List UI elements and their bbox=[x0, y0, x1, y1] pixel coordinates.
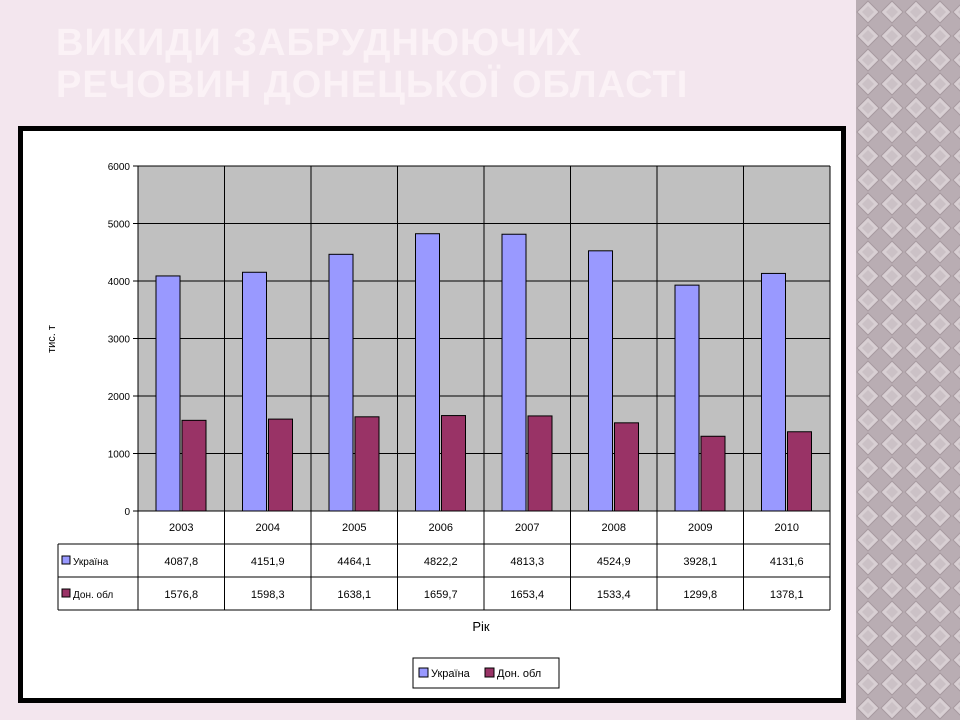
x-tick-label: 2005 bbox=[342, 522, 366, 534]
bar-ukraine-2006 bbox=[415, 233, 440, 512]
y-tick-label: 2000 bbox=[108, 392, 131, 403]
table-series-name: Дон. обл bbox=[73, 589, 113, 601]
y-tick-label: 3000 bbox=[108, 335, 131, 346]
data-label: 4151,9 bbox=[251, 556, 285, 568]
bar-donetsk-2007 bbox=[527, 415, 553, 512]
data-label: 4813,3 bbox=[510, 556, 544, 568]
x-tick-label: 2003 bbox=[169, 522, 193, 534]
y-axis-label: тис. т bbox=[46, 325, 58, 353]
legend-label: Дон. обл bbox=[497, 668, 541, 680]
data-label: 1653,4 bbox=[510, 589, 544, 601]
bar-donetsk-2010 bbox=[787, 431, 812, 512]
table-series-name: Україна bbox=[73, 557, 109, 568]
x-tick-label: 2009 bbox=[688, 522, 712, 534]
bar-ukraine-2004 bbox=[242, 271, 267, 512]
x-axis-label: Рік bbox=[472, 619, 490, 634]
x-tick-label: 2007 bbox=[515, 522, 539, 534]
legend-swatch bbox=[418, 667, 429, 678]
data-label: 4822,2 bbox=[424, 556, 458, 568]
bar-ukraine-2010 bbox=[761, 272, 786, 512]
data-label: 1533,4 bbox=[597, 589, 631, 601]
bar-ukraine-2009 bbox=[674, 284, 700, 512]
data-label: 4524,9 bbox=[597, 556, 631, 568]
data-label: 4087,8 bbox=[164, 556, 198, 568]
bar-donetsk-2005 bbox=[354, 416, 380, 512]
data-label: 1378,1 bbox=[770, 589, 804, 601]
decorative-pattern bbox=[856, 0, 960, 720]
y-tick-label: 0 bbox=[124, 507, 130, 518]
x-tick-label: 2008 bbox=[602, 522, 626, 534]
data-label: 1576,8 bbox=[164, 589, 198, 601]
data-label: 4464,1 bbox=[337, 556, 371, 568]
bar-ukraine-2003 bbox=[155, 275, 181, 512]
bar-chart: 0 1000 2000 3000 4000 5000 6000 2003 2004 2005 20… bbox=[46, 162, 831, 689]
bar-ukraine-2005 bbox=[328, 253, 354, 512]
data-label: 1638,1 bbox=[337, 589, 371, 601]
y-tick-label: 4000 bbox=[108, 277, 131, 288]
table-legend-swatch bbox=[61, 588, 71, 598]
x-tick-label: 2004 bbox=[256, 522, 280, 534]
bar-ukraine-2008 bbox=[588, 250, 613, 512]
data-label: 1299,8 bbox=[683, 589, 717, 601]
slide-title: Викиди забруднюючих речовин Донецької об… bbox=[56, 22, 836, 106]
table-legend-swatch bbox=[61, 555, 71, 565]
bar-donetsk-2003 bbox=[181, 419, 207, 512]
data-label: 1598,3 bbox=[251, 589, 285, 601]
legend: Україна Дон. обл bbox=[412, 657, 560, 689]
x-tick-label: 2010 bbox=[775, 522, 799, 534]
bar-ukraine-2007 bbox=[501, 233, 527, 512]
title-line-1: Викиди забруднюючих bbox=[56, 22, 583, 64]
bar-donetsk-2008 bbox=[614, 422, 639, 512]
y-tick-label: 1000 bbox=[108, 450, 131, 461]
bar-donetsk-2004 bbox=[268, 418, 293, 512]
legend-label: Україна bbox=[431, 668, 471, 680]
data-label: 4131,6 bbox=[770, 556, 804, 568]
data-label: 1659,7 bbox=[424, 589, 458, 601]
x-tick-label: 2006 bbox=[429, 522, 453, 534]
bar-donetsk-2009 bbox=[700, 435, 726, 512]
legend-swatch bbox=[484, 667, 495, 678]
bar-donetsk-2006 bbox=[441, 415, 466, 512]
y-tick-label: 6000 bbox=[108, 162, 131, 173]
data-label: 3928,1 bbox=[683, 556, 717, 568]
chart-frame: 0 1000 2000 3000 4000 5000 6000 2003 2004 2005 20… bbox=[18, 126, 846, 703]
title-line-2: речовин Донецької області bbox=[56, 64, 689, 106]
y-tick-label: 5000 bbox=[108, 220, 131, 231]
